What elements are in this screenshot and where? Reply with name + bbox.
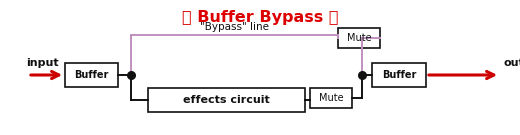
FancyBboxPatch shape bbox=[148, 88, 305, 112]
FancyBboxPatch shape bbox=[338, 28, 380, 48]
Text: output: output bbox=[503, 58, 520, 68]
Text: input: input bbox=[26, 58, 59, 68]
Text: Buffer: Buffer bbox=[74, 70, 109, 80]
FancyBboxPatch shape bbox=[65, 63, 118, 87]
Text: Mute: Mute bbox=[319, 93, 343, 103]
Text: Buffer: Buffer bbox=[382, 70, 416, 80]
Text: "Bypass" line: "Bypass" line bbox=[200, 22, 269, 32]
Text: effects circuit: effects circuit bbox=[183, 95, 270, 105]
Text: 《 Buffer Bypass 》: 《 Buffer Bypass 》 bbox=[182, 10, 338, 25]
Text: Mute: Mute bbox=[347, 33, 371, 43]
FancyBboxPatch shape bbox=[310, 88, 352, 108]
FancyBboxPatch shape bbox=[372, 63, 426, 87]
